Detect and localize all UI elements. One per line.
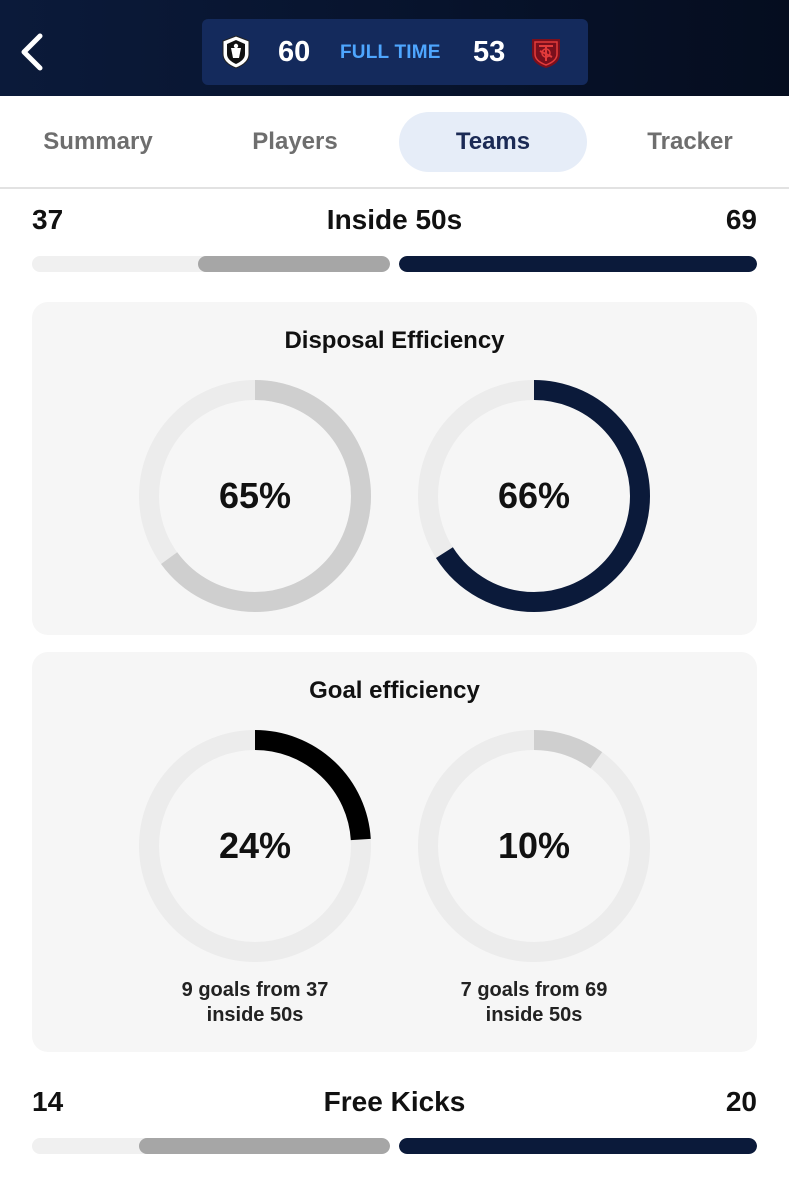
disposal-efficiency-title: Disposal Efficiency xyxy=(284,327,505,354)
home-goal-caption-line2: inside 50s xyxy=(206,1004,304,1026)
stat-free-kicks: 14 Free Kicks 20 xyxy=(32,1084,757,1164)
away-bar-track xyxy=(399,256,757,272)
away-score: 53 xyxy=(473,36,506,68)
home-disposal-donut: 65% xyxy=(139,380,371,612)
away-disposal-donut: 66% xyxy=(418,380,650,612)
away-disposal-value: 66% xyxy=(497,475,571,516)
match-status: FULL TIME xyxy=(340,42,441,63)
back-button[interactable] xyxy=(10,26,54,78)
home-disposal-arc xyxy=(139,380,371,612)
stat-inside-50s: 37 Inside 50s 69 xyxy=(32,202,757,282)
away-bar-track xyxy=(399,1138,757,1154)
away-goal-donut: 10% xyxy=(418,730,650,962)
home-bar-track xyxy=(32,1138,390,1154)
away-disposal-arc xyxy=(418,380,650,612)
magpie-crest-icon xyxy=(218,34,254,70)
home-free-kicks-bar xyxy=(139,1138,390,1154)
away-goal-value: 10% xyxy=(497,825,571,866)
away-goal-caption: 7 goals from 69 inside 50s xyxy=(384,978,684,1028)
away-free-kicks-bar xyxy=(399,1138,757,1154)
tab-teams[interactable]: Teams xyxy=(399,112,587,172)
chevron-left-icon xyxy=(21,33,43,71)
away-inside-50s-bar xyxy=(399,256,757,272)
tab-bar: Summary Players Teams Tracker xyxy=(0,96,789,189)
home-score: 60 xyxy=(278,36,311,68)
tab-summary[interactable]: Summary xyxy=(43,128,153,155)
away-free-kicks: 20 xyxy=(725,1086,757,1117)
scoreboard[interactable]: 60 FULL TIME 53 xyxy=(202,19,588,85)
home-free-kicks: 14 xyxy=(32,1086,64,1117)
match-header: 60 FULL TIME 53 xyxy=(0,0,789,96)
goal-efficiency-card: Goal efficiency 24% 10% 9 goals from 37 … xyxy=(32,652,757,1052)
away-goal-caption-line1: 7 goals from 69 xyxy=(460,979,608,1001)
home-goal-caption: 9 goals from 37 inside 50s xyxy=(105,978,405,1028)
home-inside-50s-bar xyxy=(198,256,390,272)
disposal-efficiency-card: Disposal Efficiency 65% 66% xyxy=(32,302,757,635)
away-inside-50s: 69 xyxy=(725,204,757,235)
demons-crest-icon xyxy=(528,34,564,70)
home-goal-donut: 24% xyxy=(139,730,371,962)
tab-tracker[interactable]: Tracker xyxy=(647,128,733,155)
tab-players[interactable]: Players xyxy=(252,128,338,155)
home-goal-value: 24% xyxy=(218,825,292,866)
home-bar-track xyxy=(32,256,390,272)
home-goal-arc xyxy=(139,730,371,962)
home-inside-50s: 37 xyxy=(32,204,64,235)
stat-title-inside-50s: Inside 50s xyxy=(326,204,463,235)
away-goal-caption-line2: inside 50s xyxy=(485,1004,583,1026)
home-goal-caption-line1: 9 goals from 37 xyxy=(181,979,329,1001)
goal-efficiency-title: Goal efficiency xyxy=(309,677,480,704)
home-disposal-value: 65% xyxy=(218,475,292,516)
away-goal-arc xyxy=(418,730,650,962)
stat-title-free-kicks: Free Kicks xyxy=(323,1086,466,1117)
